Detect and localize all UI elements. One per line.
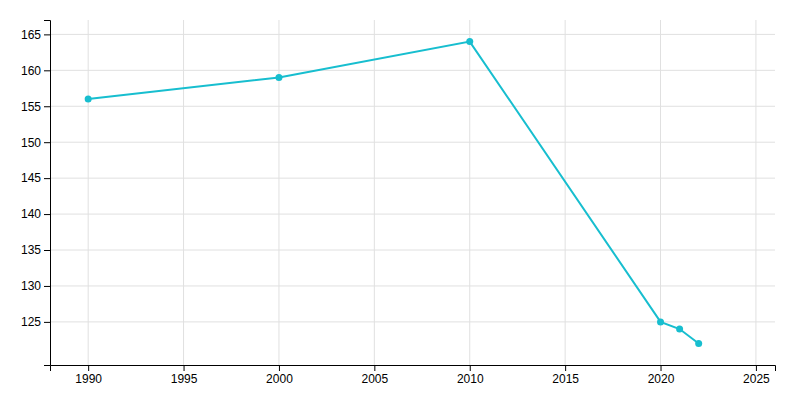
x-tick-mark <box>279 365 280 371</box>
x-tick-mark <box>661 365 662 371</box>
x-tick: 2010 <box>457 365 484 386</box>
x-tick: 2005 <box>361 365 388 386</box>
x-grid-line <box>469 20 470 365</box>
y-tick-mark <box>44 34 50 35</box>
y-tick-label: 150 <box>21 136 41 150</box>
y-tick: 140 <box>21 207 50 221</box>
y-grid-line <box>50 142 775 143</box>
x-tick-mark <box>756 365 757 371</box>
y-tick: 145 <box>21 171 50 185</box>
plot: 1990 1995 2000 2005 2010 2015 2020 2025 125 130 13… <box>21 20 776 386</box>
y-tick-label: 160 <box>21 64 41 78</box>
x-tick: 2015 <box>552 365 579 386</box>
x-axis: 1990 1995 2000 2005 2010 2015 2020 2025 <box>51 365 776 386</box>
y-tick-mark <box>44 250 50 251</box>
x-tick-label: 2020 <box>648 372 675 386</box>
x-tick-label: 1990 <box>75 372 102 386</box>
y-tick-label: 135 <box>21 243 41 257</box>
x-tick: 2020 <box>648 365 675 386</box>
x-grid-line <box>278 20 279 365</box>
point <box>676 326 683 333</box>
x-tick-label: 2005 <box>361 372 388 386</box>
y-axis-line <box>44 21 51 366</box>
x-tick-mark <box>565 365 566 371</box>
point <box>657 318 664 325</box>
y-tick: 150 <box>21 136 50 150</box>
x-grid-line <box>755 20 756 365</box>
y-tick: 155 <box>21 100 50 114</box>
x-grid-line <box>660 20 661 365</box>
y-tick-label: 165 <box>21 28 41 42</box>
point <box>275 74 282 81</box>
y-grid-line <box>50 285 775 286</box>
y-grid-line <box>50 321 775 322</box>
x-tick-label: 2000 <box>266 372 293 386</box>
x-axis-line <box>51 366 776 372</box>
y-grid-line <box>50 214 775 215</box>
x-tick: 1990 <box>75 365 102 386</box>
marks <box>85 38 703 347</box>
y-tick: 130 <box>21 279 50 293</box>
x-tick-mark <box>184 365 185 371</box>
y-axis: 125 130 135 140 145 150 155 160 165 <box>21 21 51 366</box>
x-grid-line <box>565 20 566 365</box>
x-tick-label: 2015 <box>552 372 579 386</box>
y-tick-mark <box>44 106 50 107</box>
x-grid-line <box>374 20 375 365</box>
x-tick: 2000 <box>266 365 293 386</box>
x-grid-line <box>88 20 89 365</box>
y-grid-line <box>50 178 775 179</box>
y-tick-label: 155 <box>21 100 41 114</box>
x-tick-mark <box>374 365 375 371</box>
grid <box>50 20 775 365</box>
y-tick-label: 140 <box>21 207 41 221</box>
y-grid-line <box>50 70 775 71</box>
y-tick-mark <box>44 178 50 179</box>
y-grid-line <box>50 34 775 35</box>
y-tick: 125 <box>21 315 50 329</box>
y-tick: 135 <box>21 243 50 257</box>
y-grid-line <box>50 250 775 251</box>
y-tick-label: 130 <box>21 279 41 293</box>
x-tick-label: 2010 <box>457 372 484 386</box>
y-tick-mark <box>44 70 50 71</box>
y-tick: 165 <box>21 28 50 42</box>
x-tick-label: 1995 <box>171 372 198 386</box>
point <box>85 96 92 103</box>
line <box>88 42 699 344</box>
x-tick: 1995 <box>171 365 198 386</box>
y-tick-mark <box>44 286 50 287</box>
point <box>695 340 702 347</box>
chart: 1990 1995 2000 2005 2010 2015 2020 2025 125 130 13… <box>0 0 800 400</box>
y-tick-label: 125 <box>21 315 41 329</box>
y-tick-mark <box>44 214 50 215</box>
y-tick-label: 145 <box>21 171 41 185</box>
x-tick: 2025 <box>743 365 770 386</box>
x-tick-mark <box>88 365 89 371</box>
y-tick: 160 <box>21 64 50 78</box>
y-tick-mark <box>44 322 50 323</box>
x-tick-label: 2025 <box>743 372 770 386</box>
y-tick-mark <box>44 142 50 143</box>
x-grid-line <box>183 20 184 365</box>
x-tick-mark <box>470 365 471 371</box>
y-grid-line <box>50 106 775 107</box>
point <box>466 38 473 45</box>
